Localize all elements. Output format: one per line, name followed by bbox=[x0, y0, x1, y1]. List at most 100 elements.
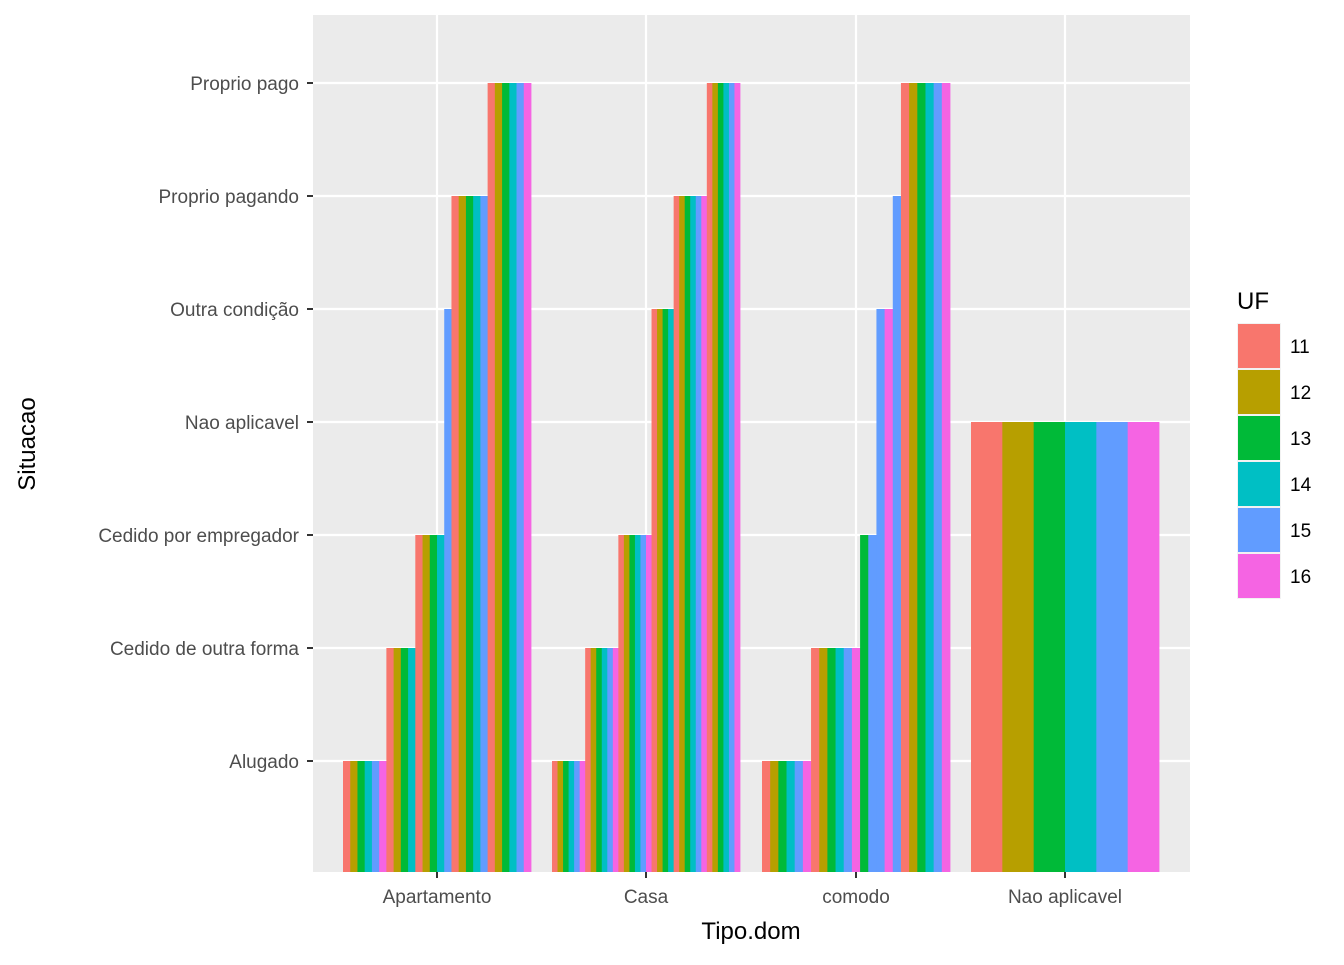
bar bbox=[357, 761, 366, 872]
bar bbox=[971, 422, 1003, 872]
bar bbox=[429, 535, 438, 872]
bar bbox=[723, 83, 730, 872]
bar bbox=[618, 535, 625, 872]
x-tick-label: comodo bbox=[822, 887, 890, 908]
bar bbox=[770, 761, 779, 872]
bar bbox=[876, 309, 886, 872]
legend: UF 11 12 13 14 15 16 bbox=[1237, 288, 1312, 599]
bar bbox=[350, 761, 358, 872]
y-tick-label: Proprio pagando bbox=[159, 187, 300, 208]
bar bbox=[827, 648, 836, 872]
bar bbox=[634, 535, 641, 872]
bar bbox=[415, 535, 423, 872]
y-tick-label: Nao aplicavel bbox=[185, 413, 299, 434]
bar bbox=[400, 648, 409, 872]
bar bbox=[596, 648, 603, 872]
bar bbox=[706, 83, 713, 872]
bar bbox=[695, 196, 702, 872]
legend-swatch bbox=[1238, 416, 1280, 460]
bar bbox=[778, 761, 787, 872]
bar bbox=[579, 761, 586, 872]
bar bbox=[502, 83, 510, 872]
bar bbox=[843, 648, 853, 872]
bar bbox=[941, 83, 951, 872]
x-axis-title: Tipo.dom bbox=[701, 918, 800, 945]
legend-swatch bbox=[1238, 370, 1280, 414]
bar bbox=[819, 648, 828, 872]
legend-label: 14 bbox=[1290, 475, 1312, 496]
x-tick-label: Apartamento bbox=[383, 887, 492, 908]
bar bbox=[516, 83, 525, 872]
x-axis: Apartamento Casa comodo Nao aplicavel bbox=[383, 872, 1122, 908]
bar bbox=[909, 83, 918, 872]
bar bbox=[728, 83, 735, 872]
bar bbox=[552, 761, 558, 872]
x-tick-label: Casa bbox=[624, 887, 669, 908]
legend-label: 16 bbox=[1290, 567, 1311, 588]
bar bbox=[601, 648, 608, 872]
y-axis-title: Situacao bbox=[14, 397, 41, 490]
bar bbox=[444, 309, 452, 872]
legend-label: 11 bbox=[1290, 337, 1310, 358]
bar bbox=[900, 83, 910, 872]
bar bbox=[612, 648, 619, 872]
bar bbox=[811, 648, 820, 872]
bar bbox=[762, 761, 771, 872]
bar bbox=[851, 648, 861, 872]
bar bbox=[734, 83, 741, 872]
bar bbox=[523, 83, 532, 872]
bar bbox=[371, 761, 380, 872]
legend-label: 15 bbox=[1290, 521, 1311, 542]
bar bbox=[933, 83, 943, 872]
bar bbox=[343, 761, 351, 872]
bar bbox=[1127, 422, 1160, 872]
bar bbox=[1096, 422, 1129, 872]
y-tick-label: Proprio pago bbox=[190, 74, 299, 95]
bar bbox=[480, 196, 489, 872]
bar bbox=[657, 309, 663, 872]
bar bbox=[408, 648, 416, 872]
bar bbox=[640, 535, 647, 872]
bar bbox=[629, 535, 636, 872]
legend-swatch bbox=[1238, 554, 1280, 598]
y-tick-label: Alugado bbox=[229, 752, 299, 773]
y-tick-label: Cedido de outra forma bbox=[110, 639, 299, 660]
y-tick-label: Cedido por empregador bbox=[98, 526, 299, 547]
bar bbox=[364, 761, 373, 872]
bar bbox=[623, 535, 630, 872]
bar bbox=[679, 196, 686, 872]
bar bbox=[717, 83, 724, 872]
bar bbox=[835, 648, 845, 872]
bar bbox=[712, 83, 719, 872]
bar bbox=[646, 535, 652, 872]
bar bbox=[422, 535, 431, 872]
legend-swatch bbox=[1238, 508, 1280, 552]
bar bbox=[668, 309, 675, 872]
bar bbox=[563, 761, 569, 872]
bar bbox=[794, 761, 804, 872]
bar bbox=[917, 83, 926, 872]
legend-swatch bbox=[1238, 462, 1280, 506]
bar bbox=[585, 648, 592, 872]
bar bbox=[662, 309, 669, 872]
bar bbox=[684, 196, 691, 872]
bar bbox=[590, 648, 597, 872]
legend-label: 12 bbox=[1290, 383, 1311, 404]
bar bbox=[892, 196, 902, 872]
bar bbox=[786, 761, 796, 872]
bar bbox=[473, 196, 481, 872]
bar bbox=[451, 196, 460, 872]
bar bbox=[393, 648, 402, 872]
bar bbox=[925, 83, 935, 872]
bar bbox=[651, 309, 658, 872]
bar bbox=[607, 648, 614, 872]
bar bbox=[494, 83, 503, 872]
bar bbox=[1033, 422, 1066, 872]
bar bbox=[386, 648, 395, 872]
bar bbox=[860, 535, 869, 872]
y-axis: Alugado Cedido de outra forma Cedido por e… bbox=[98, 74, 313, 773]
legend-title: UF bbox=[1237, 288, 1269, 315]
bar bbox=[690, 196, 697, 872]
